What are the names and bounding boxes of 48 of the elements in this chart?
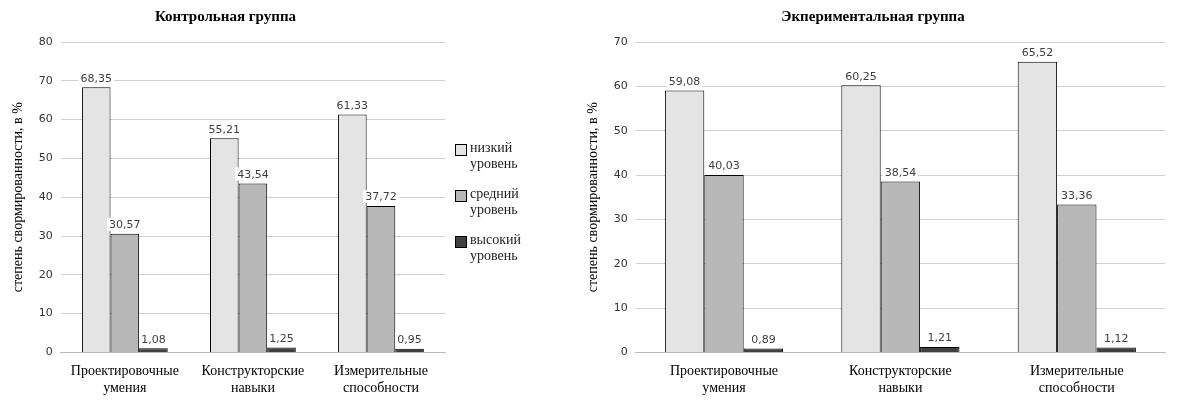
data-label: 68,35 [80,71,112,85]
y-tick-label: 40 [613,167,628,181]
y-axis-title: степень свормированности, в % [585,101,601,293]
y-tick-label: 50 [613,123,628,137]
y-tick-label: 70 [613,34,628,48]
data-label: 61,33 [336,98,369,112]
data-label: 1,25 [269,331,294,345]
legend-label: высокий уровень [470,232,523,264]
data-label: 33,36 [1061,188,1093,202]
data-label: 59,08 [668,74,701,88]
y-tick-label: 80 [38,34,53,48]
data-label: 38,54 [884,165,917,179]
y-tick-label: 70 [38,73,53,87]
data-label: 0,89 [751,332,776,346]
x-tick-label: Измерительные способности [1029,363,1124,396]
y-tick-label: 60 [613,79,628,93]
y-tick-label: 10 [613,300,628,314]
data-label: 60,25 [845,69,877,83]
data-label: 1,12 [1103,331,1129,345]
x-tick-label: Проектировочные умения [70,363,179,396]
x-tick-label: Конструкторские навыки [201,363,305,396]
data-label: 30,57 [109,218,141,232]
y-tick-label: 50 [38,151,53,165]
data-label: 37,72 [365,190,397,204]
y-tick-label: 40 [38,190,53,204]
x-tick-label: Измерительные способности [334,363,428,396]
chart-title: Экпериментальная группа [781,7,966,24]
data-label: 55,21 [208,122,241,136]
data-label: 1,08 [141,332,166,346]
y-tick-label: 20 [38,267,53,281]
y-tick-label: 30 [38,228,53,242]
data-label: 65,52 [1021,46,1054,60]
legend-label: низкий уровень [470,140,519,172]
y-axis-title: степень свормированности, в % [10,101,26,293]
x-tick-label: Конструкторские навыки [849,363,952,396]
y-tick-label: 10 [38,306,53,320]
data-label: 0,95 [397,333,422,347]
y-tick-label: 20 [613,256,628,270]
data-label: 1,21 [927,331,953,345]
y-tick-label: 0 [620,345,628,359]
legend-label: средний уровень [470,186,520,218]
data-label: 40,03 [708,159,740,173]
y-tick-label: 30 [613,212,628,226]
x-tick-label: Проектировочные умения [669,363,779,396]
y-tick-label: 0 [45,345,53,359]
chart-title: Контрольная группа [154,7,297,24]
data-label: 43,54 [237,167,269,181]
y-tick-label: 60 [38,112,53,126]
